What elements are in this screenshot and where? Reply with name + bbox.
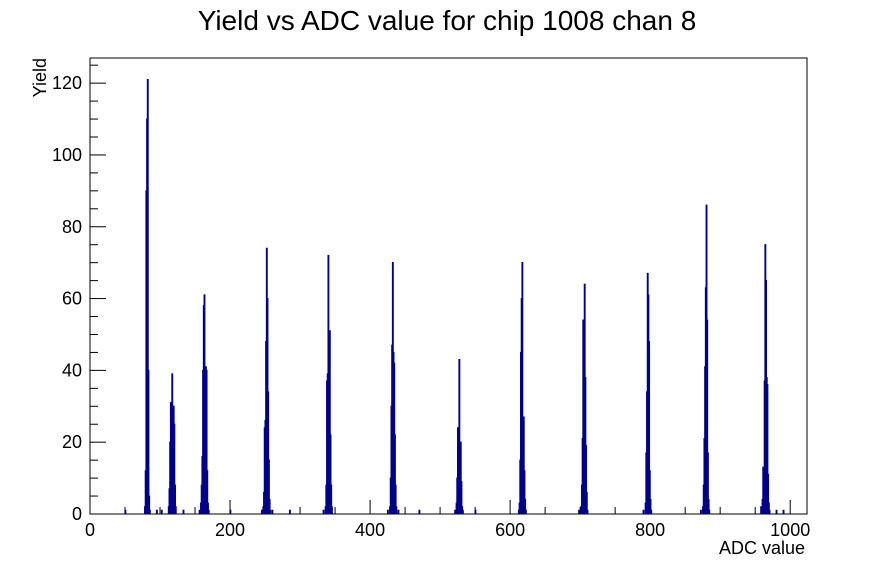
histogram-bin: [767, 473, 770, 514]
histogram-bin: [207, 502, 209, 514]
y-tick-label: 40: [62, 360, 82, 380]
histogram-bin: [330, 484, 333, 514]
x-tick-label: 1000: [770, 520, 810, 540]
histogram-bin: [782, 509, 785, 514]
histogram-bin: [457, 427, 459, 514]
y-axis-label: Yield: [30, 58, 50, 97]
histogram-bin: [182, 509, 185, 514]
histogram-bin: [461, 509, 464, 514]
histogram-bin: [524, 499, 527, 514]
histogram-bin: [586, 509, 589, 514]
histogram-bin: [205, 369, 208, 514]
histogram-bin: [322, 509, 325, 514]
histogram-bin: [268, 499, 271, 514]
histogram-bin: [522, 416, 525, 514]
histogram-bin: [330, 506, 333, 514]
histogram-bin: [460, 481, 463, 514]
histogram-bin: [146, 78, 149, 514]
histogram-bin: [418, 509, 421, 514]
histogram-bin: [267, 391, 270, 514]
histogram-bin: [648, 341, 651, 514]
y-tick-label: 20: [62, 432, 82, 452]
histogram-bin: [706, 319, 709, 514]
histogram-bin: [260, 509, 263, 514]
histogram-bin: [203, 294, 206, 514]
histogram-bin: [207, 509, 210, 514]
histogram-bin: [267, 459, 270, 514]
y-tick-label: 120: [52, 73, 82, 93]
plot-frame: [89, 57, 808, 515]
histogram-bin: [760, 506, 763, 514]
y-axis: 0 20 40 60 80 100 120: [52, 64, 106, 524]
histogram-bin: [650, 509, 653, 514]
x-tick-label: 600: [495, 520, 525, 540]
histogram-bin: [206, 470, 209, 514]
histogram-bin: [768, 509, 771, 514]
histogram-bars: [124, 78, 785, 514]
x-tick-label: 200: [215, 520, 245, 540]
histogram-bin: [174, 484, 177, 514]
histogram-bin: [459, 441, 462, 514]
histogram-bin: [648, 470, 651, 514]
histogram-bin: [271, 509, 274, 514]
histogram-bin: [198, 509, 201, 514]
histogram-bin: [397, 509, 400, 514]
histogram-bin: [524, 509, 527, 514]
histogram-bin: [775, 509, 778, 514]
histogram-bin: [699, 509, 702, 514]
histogram-bin: [329, 434, 332, 514]
histogram-bin: [707, 499, 710, 514]
histogram-bin: [124, 509, 127, 514]
histogram-bin: [767, 502, 770, 514]
histogram-bin: [173, 423, 176, 514]
histogram-bin: [171, 373, 174, 514]
chart-title: Yield vs ADC value for chip 1008 chan 8: [198, 5, 697, 36]
histogram-bin: [585, 491, 588, 514]
x-tick-label: 800: [635, 520, 665, 540]
x-axis: 0 200 400 600 800 1000: [85, 500, 810, 540]
histogram-bin: [708, 509, 711, 514]
histogram-bin: [578, 509, 581, 514]
histogram-bin: [386, 509, 389, 514]
histogram-bin: [229, 509, 232, 514]
histogram-bin: [642, 509, 645, 514]
x-axis-label: ADC value: [719, 538, 805, 558]
histogram-bin: [766, 384, 769, 514]
histogram-bin: [474, 509, 477, 514]
histogram-bin: [585, 445, 588, 514]
histogram-bin: [706, 452, 709, 514]
histogram-bin: [521, 262, 524, 514]
histogram-bin: [148, 509, 151, 514]
y-tick-label: 100: [52, 145, 82, 165]
histogram-bin: [393, 434, 396, 514]
histogram-bin: [160, 509, 163, 514]
y-tick-label: 0: [72, 504, 82, 524]
y-tick-label: 80: [62, 217, 82, 237]
histogram-bin: [395, 506, 398, 514]
histogram-bin: [454, 509, 457, 514]
x-tick-label: 400: [355, 520, 385, 540]
histogram-bin: [155, 509, 158, 514]
histogram-bin: [328, 330, 331, 514]
histogram-bin: [394, 484, 397, 514]
histogram-bin: [458, 359, 461, 514]
histogram-bin: [269, 509, 272, 514]
histogram-bin: [148, 495, 151, 514]
x-tick-label: 0: [85, 520, 95, 540]
y-tick-label: 60: [62, 289, 82, 309]
histogram-bin: [147, 369, 150, 514]
histogram-bin: [174, 506, 177, 514]
histogram-bin: [288, 509, 291, 514]
histogram-bin: [649, 499, 652, 514]
histogram-bin: [523, 470, 526, 514]
